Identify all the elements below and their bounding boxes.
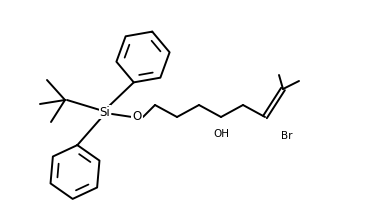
Text: OH: OH <box>213 129 229 139</box>
Text: Br: Br <box>281 131 292 141</box>
Text: Si: Si <box>100 105 111 119</box>
Text: O: O <box>132 111 142 124</box>
